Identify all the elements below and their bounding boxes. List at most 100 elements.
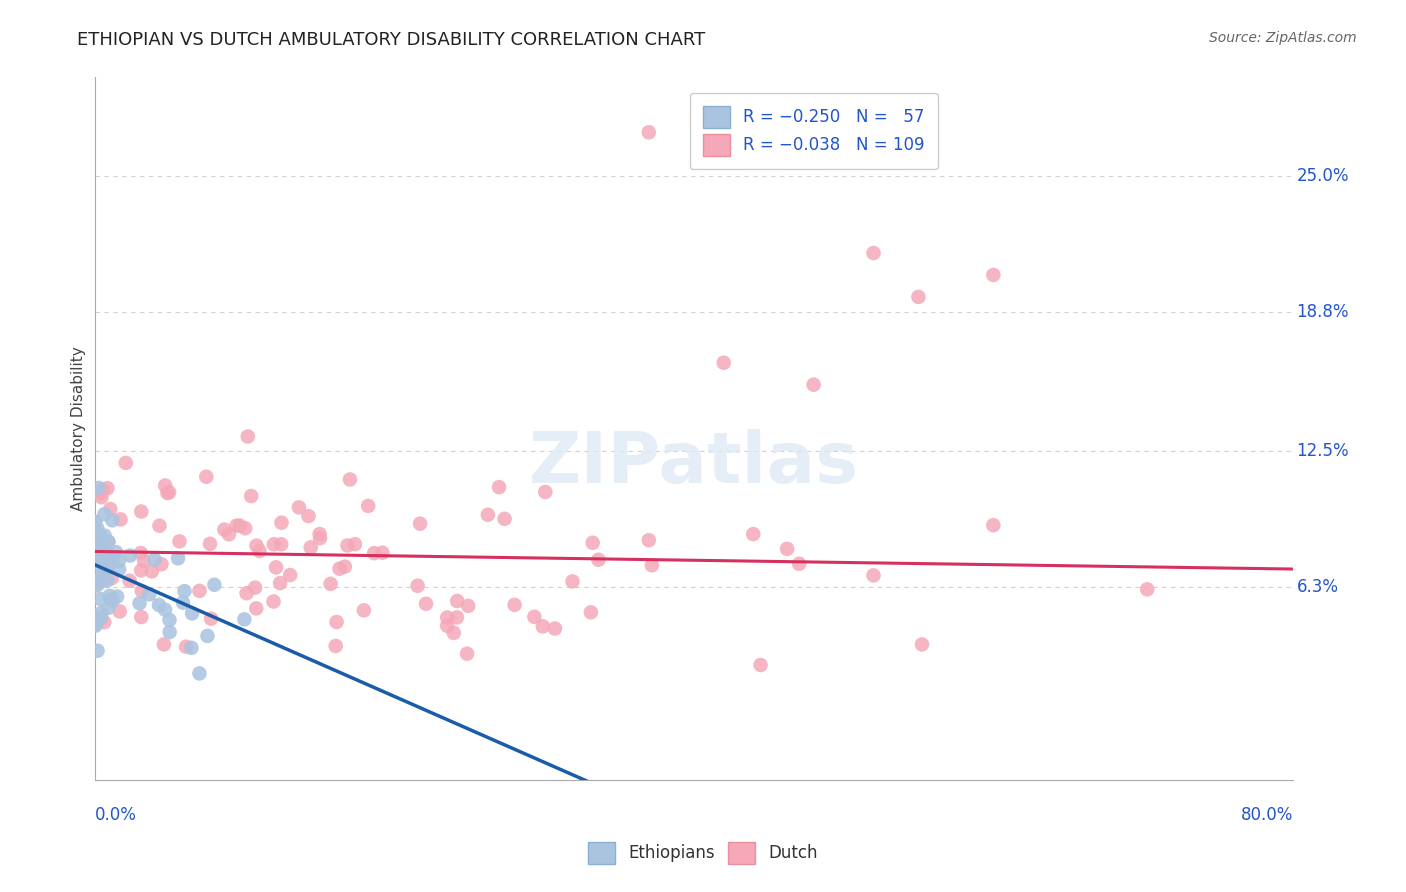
- Point: [148, 598, 170, 612]
- Point: [90, 490, 112, 504]
- Point: [862, 246, 884, 260]
- Point: [534, 485, 557, 500]
- Point: [167, 551, 190, 566]
- Point: [263, 537, 285, 551]
- Point: [83, 579, 105, 593]
- Text: 25.0%: 25.0%: [1296, 167, 1348, 186]
- Point: [363, 546, 385, 560]
- Point: [91, 483, 114, 497]
- Point: [89, 528, 111, 542]
- Point: [582, 535, 605, 549]
- Point: [153, 637, 176, 651]
- Point: [97, 559, 120, 574]
- Point: [308, 527, 330, 541]
- Point: [89, 540, 111, 554]
- Legend: Ethiopians, Dutch: Ethiopians, Dutch: [582, 836, 824, 871]
- Point: [87, 539, 110, 553]
- Point: [270, 537, 292, 551]
- Point: [180, 640, 202, 655]
- Point: [353, 603, 375, 617]
- Point: [138, 587, 160, 601]
- Point: [90, 558, 112, 573]
- Point: [93, 615, 115, 630]
- Point: [245, 539, 267, 553]
- Point: [637, 533, 659, 548]
- Point: [357, 499, 380, 513]
- Point: [83, 611, 105, 625]
- Point: [264, 560, 287, 574]
- Text: 12.5%: 12.5%: [1296, 442, 1350, 459]
- Point: [243, 581, 266, 595]
- Point: [911, 637, 934, 651]
- Point: [90, 541, 112, 556]
- Point: [173, 584, 195, 599]
- Point: [776, 541, 799, 556]
- Point: [105, 545, 128, 559]
- Point: [328, 562, 350, 576]
- Point: [101, 513, 124, 527]
- Text: 6.3%: 6.3%: [1296, 578, 1339, 596]
- Point: [503, 598, 526, 612]
- Point: [270, 516, 292, 530]
- Point: [488, 480, 510, 494]
- Point: [98, 589, 121, 603]
- Point: [269, 576, 291, 591]
- Point: [278, 568, 301, 582]
- Point: [981, 268, 1004, 282]
- Point: [84, 515, 107, 529]
- Point: [862, 568, 884, 582]
- Point: [129, 563, 152, 577]
- Point: [218, 527, 240, 541]
- Point: [233, 612, 256, 626]
- Point: [118, 574, 141, 588]
- Point: [561, 574, 583, 589]
- Text: 18.8%: 18.8%: [1296, 303, 1348, 321]
- Point: [214, 523, 236, 537]
- Point: [336, 539, 359, 553]
- Point: [371, 546, 394, 560]
- Point: [91, 567, 114, 582]
- Text: 80.0%: 80.0%: [1240, 806, 1294, 824]
- Point: [240, 489, 263, 503]
- Point: [97, 559, 120, 574]
- Point: [90, 592, 112, 607]
- Point: [169, 534, 191, 549]
- Point: [156, 486, 179, 500]
- Point: [406, 579, 429, 593]
- Point: [588, 553, 610, 567]
- Point: [409, 516, 432, 531]
- Point: [457, 599, 479, 613]
- Point: [309, 531, 332, 545]
- Point: [90, 485, 112, 500]
- Point: [86, 644, 108, 658]
- Point: [91, 574, 114, 588]
- Text: 0.0%: 0.0%: [94, 806, 136, 824]
- Point: [225, 518, 247, 533]
- Y-axis label: Ambulatory Disability: Ambulatory Disability: [72, 346, 86, 511]
- Point: [101, 550, 124, 565]
- Point: [114, 456, 136, 470]
- Point: [188, 666, 211, 681]
- Point: [96, 574, 118, 588]
- Point: [236, 429, 259, 443]
- Point: [174, 640, 197, 654]
- Point: [148, 518, 170, 533]
- Point: [100, 571, 122, 585]
- Point: [97, 547, 120, 561]
- Legend: R = −0.250   N =   57, R = −0.038   N = 109: R = −0.250 N = 57, R = −0.038 N = 109: [689, 93, 938, 169]
- Point: [544, 622, 567, 636]
- Point: [93, 507, 115, 521]
- Point: [523, 609, 546, 624]
- Text: Source: ZipAtlas.com: Source: ZipAtlas.com: [1209, 31, 1357, 45]
- Point: [197, 629, 219, 643]
- Point: [195, 469, 218, 483]
- Point: [436, 618, 458, 632]
- Point: [86, 578, 108, 592]
- Point: [94, 562, 117, 576]
- Point: [110, 512, 132, 526]
- Point: [288, 500, 311, 515]
- Point: [742, 527, 765, 541]
- Point: [100, 592, 122, 607]
- Text: ZIPatlas: ZIPatlas: [529, 429, 859, 499]
- Point: [713, 356, 735, 370]
